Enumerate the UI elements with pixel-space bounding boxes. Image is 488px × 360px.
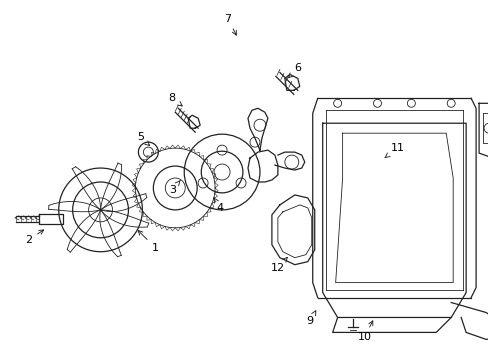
Text: 1: 1 (138, 230, 159, 253)
Text: 3: 3 (168, 180, 180, 195)
Text: 4: 4 (213, 198, 223, 213)
Text: 8: 8 (168, 93, 182, 106)
Text: 6: 6 (288, 63, 301, 78)
Text: 12: 12 (270, 257, 287, 273)
Text: 11: 11 (385, 143, 404, 158)
Text: 2: 2 (25, 230, 43, 245)
Text: 7: 7 (224, 14, 236, 35)
Text: 5: 5 (137, 132, 149, 145)
Text: 10: 10 (357, 321, 372, 342)
Text: 9: 9 (305, 311, 315, 327)
